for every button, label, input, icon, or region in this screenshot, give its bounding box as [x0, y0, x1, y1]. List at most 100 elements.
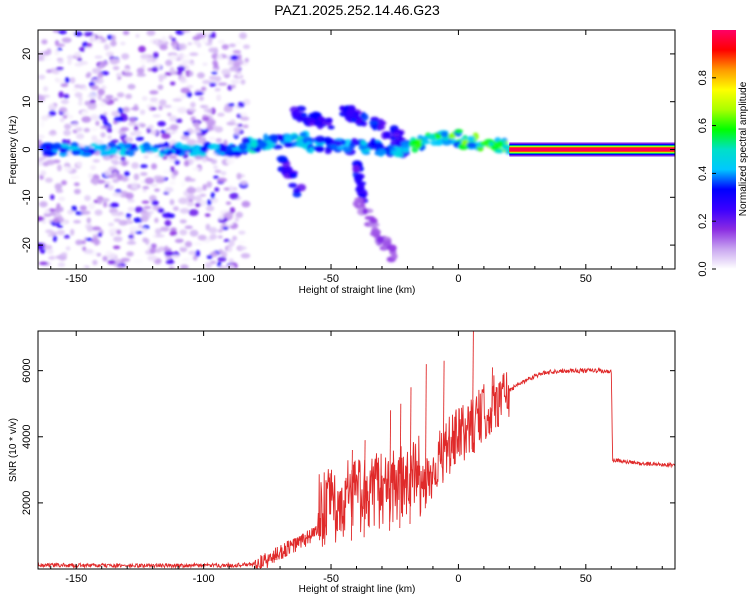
spectrogram-cell: [232, 235, 238, 241]
spectrogram-cell: [92, 178, 99, 186]
spectrogram-cell: [59, 117, 65, 123]
spectrogram-cell: [169, 67, 175, 74]
spectrogram-cell: [189, 62, 195, 66]
spectrogram-cell: [48, 110, 56, 117]
spectrogram-cell: [344, 115, 352, 121]
spectrogram-cell: [229, 66, 238, 72]
spectrogram-cell: [42, 57, 53, 61]
spectrogram-cell: [240, 180, 248, 186]
spectrogram-cell: [97, 72, 104, 79]
spectrogram-cell: [371, 229, 381, 235]
spectrogram-cell: [103, 155, 112, 161]
spectrogram-cell: [82, 41, 89, 48]
spectrogram-cell: [72, 87, 79, 92]
spectrogram-cell: [390, 136, 396, 141]
spectrogram-cell: [228, 258, 234, 263]
spectrogram-cell: [116, 92, 125, 98]
spectrogram-cell: [91, 135, 98, 142]
spectrogram-cell: [49, 103, 55, 107]
spectrogram-cell: [57, 60, 64, 64]
spectrogram-cell: [183, 131, 190, 137]
spectrogram-cell: [231, 84, 236, 89]
spectrogram-cell: [113, 116, 124, 122]
spectrogram-cell: [45, 229, 54, 234]
spectrogram-cell: [207, 36, 213, 44]
spectrogram-cell: [50, 143, 62, 150]
x-tick-label: 50: [580, 273, 592, 285]
spectrogram-cell: [242, 98, 251, 106]
snr-spike: [491, 367, 493, 433]
x-tick-label: 0: [455, 273, 461, 285]
spectrogram-cell: [200, 86, 207, 92]
spectrogram-cell: [60, 99, 69, 105]
spectrogram-cell: [217, 261, 222, 268]
spectrogram-cell: [208, 47, 218, 53]
spectrogram-cell: [235, 211, 244, 219]
spectrogram-cell: [67, 209, 74, 215]
spectrogram-cell: [151, 107, 157, 111]
spectrogram-cell: [206, 181, 213, 188]
x-tick-label: -150: [65, 573, 87, 585]
spectrogram-cell: [178, 197, 189, 205]
spectrogram-cell: [291, 111, 297, 117]
spectrogram-cell: [308, 146, 314, 154]
spectrogram-cell: [186, 85, 194, 89]
spectrogram-cell: [97, 198, 103, 205]
spectrogram-cell: [169, 81, 176, 86]
spectrogram-cell: [56, 229, 66, 236]
spectrogram-cell: [314, 135, 326, 144]
spectrogram-cell: [130, 180, 138, 184]
spectrogram-cell: [228, 185, 234, 192]
y-tick-label: 4000: [21, 425, 33, 449]
spectrogram-cell: [92, 233, 99, 240]
spectrogram-cell: [110, 40, 117, 47]
spectrogram-cell: [202, 114, 208, 119]
spectrogram-cell: [194, 195, 202, 203]
spectrogram-cell: [164, 129, 174, 133]
spectrogram-cell: [104, 180, 111, 185]
spectrogram-cell: [38, 152, 43, 156]
spectrogram-cell: [161, 132, 171, 139]
spectrogram-cell: [41, 115, 49, 121]
spectrogram-cell: [241, 200, 251, 208]
spectrogram-cell: [121, 176, 129, 182]
spectrogram-cell: [285, 137, 293, 142]
spectrogram-cell: [54, 183, 63, 190]
spectrogram-cell: [169, 180, 176, 185]
spectrogram-cell: [76, 161, 83, 167]
spectrogram-cell: [175, 118, 183, 124]
spectrogram-cell: [382, 239, 392, 247]
spectrogram-cell: [227, 149, 234, 154]
spectrogram-cell: [329, 144, 338, 149]
y-tick-label: -10: [21, 189, 33, 205]
spectrogram-cell: [134, 230, 144, 234]
spectrogram-cell: [133, 173, 140, 181]
spectrogram-cell: [219, 146, 228, 153]
spectrogram-cell: [173, 150, 181, 156]
spectrogram-cell: [121, 53, 130, 60]
spectrogram-cell: [155, 234, 165, 238]
spectrogram-cell: [197, 134, 202, 140]
spectrogram-cell: [50, 129, 56, 134]
spectrogram-cell: [177, 65, 186, 72]
spectrogram-cell: [138, 223, 143, 229]
spectrogram-cell: [225, 158, 235, 165]
spectrogram-cell: [300, 112, 308, 118]
spectrogram-cell: [57, 47, 63, 51]
spectrogram-cell: [143, 155, 149, 159]
spectrogram-cell: [108, 228, 119, 236]
carrier-layer: [509, 142, 675, 157]
spectrogram-cell: [141, 200, 150, 204]
spectrogram-cell: [172, 98, 182, 102]
spectrogram-cell: [149, 195, 157, 202]
spectrogram-cell: [61, 37, 72, 43]
colorbar-tick-label: 0.6: [697, 118, 709, 133]
spectrogram-cell: [84, 195, 91, 202]
spectrogram-cell: [38, 57, 45, 61]
spectrogram-cell: [189, 229, 199, 237]
snr-x-ticks: -150 -100 -50 0 50: [50, 331, 663, 585]
spectrogram-cell: [101, 37, 107, 43]
spectrogram-cell: [46, 48, 52, 55]
spectrogram-cell: [75, 239, 83, 246]
spectrogram-cell: [496, 140, 504, 148]
